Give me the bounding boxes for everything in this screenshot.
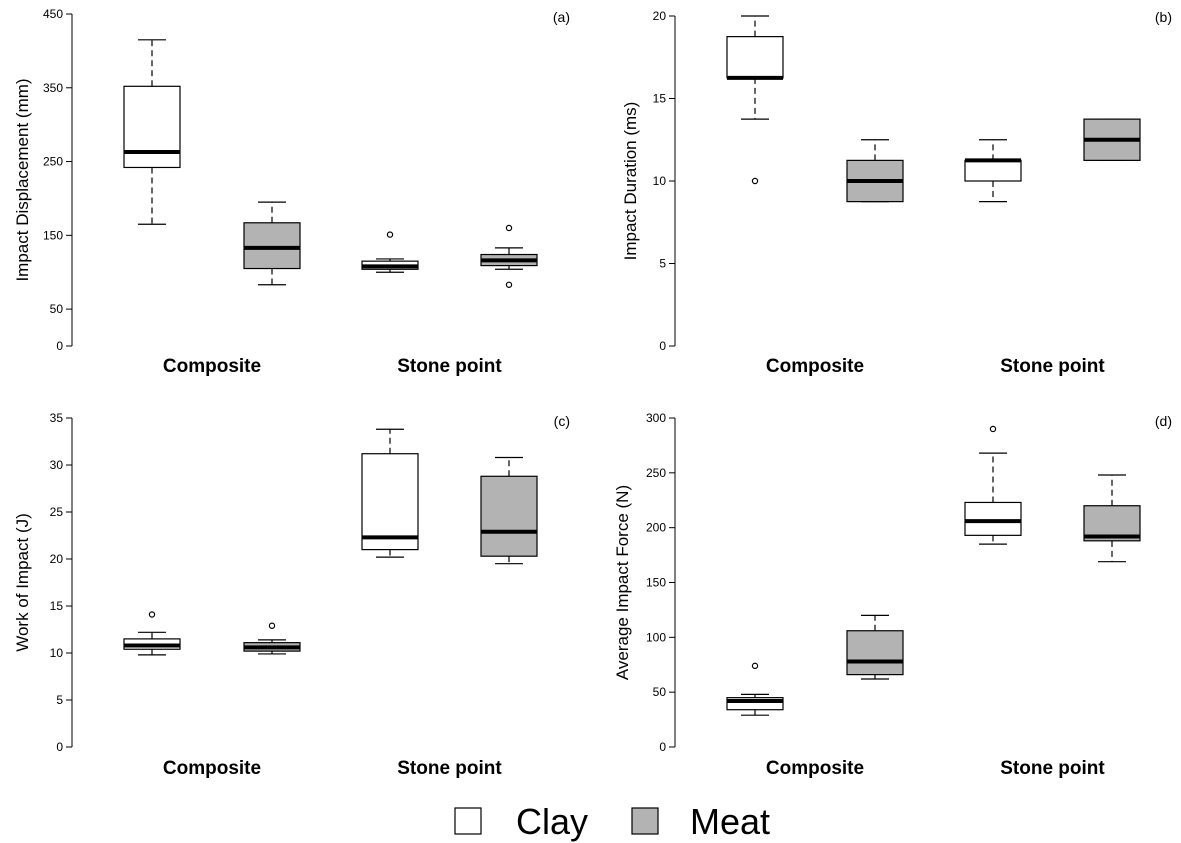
box-clay-stone-point (964, 139, 1022, 203)
y-tick-label: 300 (646, 411, 666, 425)
box-iqr (243, 222, 301, 270)
outlier-point (268, 622, 276, 629)
box-meat-stone-point (480, 224, 538, 288)
box-clay-stone-point (964, 425, 1022, 545)
box-clay-stone-point (361, 428, 419, 558)
outlier-point (505, 224, 513, 232)
y-tick-label: 10 (50, 646, 64, 660)
box-meat-composite (846, 139, 904, 203)
panel-tag: (b) (1155, 9, 1172, 25)
panel-tag: (c) (554, 413, 570, 429)
legend-label: Clay (516, 801, 588, 842)
legend: Clay Meat (454, 801, 770, 842)
group-label: Composite (766, 758, 864, 779)
box-iqr (123, 85, 181, 169)
outlier-point (751, 177, 759, 185)
group-label: Stone point (1000, 356, 1105, 377)
y-tick-label: 20 (50, 552, 64, 566)
legend-swatch (454, 807, 482, 835)
y-tick-label: 0 (659, 339, 666, 353)
legend-item-clay: Clay (454, 801, 588, 842)
chart-panel-d: 0 50 100 150 200 250 300 Average Impact Force (… (613, 411, 1172, 779)
y-tick-label: 25 (50, 505, 64, 519)
box-iqr (480, 475, 538, 557)
y-tick-label: 50 (653, 685, 667, 699)
box-meat-composite (243, 622, 301, 655)
box-clay-composite (123, 39, 181, 225)
y-tick-label: 200 (646, 521, 666, 535)
y-axis-title: Work of Impact (J) (13, 513, 32, 652)
box-clay-stone-point (361, 231, 419, 273)
y-axis-title: Impact Displacement (mm) (13, 78, 32, 281)
y-tick-label: 30 (50, 458, 64, 472)
y-tick-label: 350 (43, 81, 63, 95)
chart-panel-a: 0 50 150 250 350 450 Impact Displacement (mm) (… (13, 7, 570, 377)
y-tick-label: 100 (646, 630, 666, 644)
y-tick-label: 0 (56, 339, 63, 353)
y-tick-label: 150 (43, 228, 63, 242)
chart-panel-b: 0 5 10 15 20 Impact Duration (ms) (b) Composite… (621, 9, 1172, 377)
group-label: Stone point (1000, 758, 1105, 779)
box-clay-composite (123, 611, 181, 656)
y-tick-label: 0 (659, 740, 666, 754)
outlier-point (989, 425, 997, 433)
box-meat-stone-point (1083, 474, 1141, 563)
y-tick-label: 0 (56, 740, 63, 754)
group-label: Composite (163, 356, 261, 377)
y-tick-label: 150 (646, 576, 666, 590)
legend-item-meat: Meat (631, 801, 770, 842)
y-tick-label: 15 (653, 92, 667, 106)
outlier-point (751, 662, 759, 670)
legend-label: Meat (690, 801, 770, 842)
group-label: Stone point (397, 356, 502, 377)
box-meat-stone-point (480, 456, 538, 565)
box-meat-composite (846, 614, 904, 680)
y-tick-label: 10 (653, 174, 667, 188)
box-meat-stone-point (1083, 118, 1141, 161)
y-tick-label: 20 (653, 9, 667, 23)
panel-tag: (a) (553, 9, 570, 25)
box-meat-composite (243, 201, 301, 286)
box-iqr (726, 36, 784, 79)
outlier-point (505, 281, 513, 288)
group-label: Stone point (397, 758, 502, 779)
group-label: Composite (766, 356, 864, 377)
y-tick-label: 15 (50, 599, 64, 613)
box-iqr (846, 630, 904, 676)
outlier-point (386, 231, 394, 238)
y-tick-label: 35 (50, 411, 64, 425)
chart-panel-c: 0 5 10 15 20 25 30 35 Work of Impact (J) (c) Compo… (13, 411, 570, 779)
y-tick-label: 250 (646, 466, 666, 480)
group-label: Composite (163, 758, 261, 779)
y-axis-title: Average Impact Force (N) (613, 485, 632, 680)
box-iqr (361, 453, 419, 551)
y-tick-label: 50 (50, 302, 64, 316)
box-clay-composite (726, 15, 784, 185)
y-tick-label: 450 (43, 7, 63, 21)
box-iqr (964, 501, 1022, 536)
panel-tag: (d) (1155, 413, 1172, 429)
y-tick-label: 5 (56, 693, 63, 707)
box-clay-composite (726, 662, 784, 716)
legend-swatch (631, 807, 659, 835)
y-tick-label: 5 (659, 257, 666, 271)
box-iqr (964, 159, 1022, 182)
y-tick-label: 250 (43, 155, 63, 169)
y-axis-title: Impact Duration (ms) (621, 102, 640, 261)
outlier-point (148, 611, 156, 618)
